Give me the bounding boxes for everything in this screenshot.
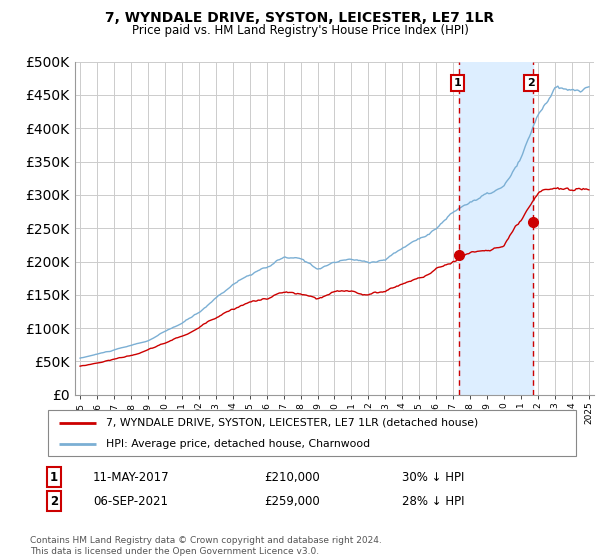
Text: Price paid vs. HM Land Registry's House Price Index (HPI): Price paid vs. HM Land Registry's House … bbox=[131, 24, 469, 37]
Text: 11-MAY-2017: 11-MAY-2017 bbox=[93, 470, 170, 484]
Text: 7, WYNDALE DRIVE, SYSTON, LEICESTER, LE7 1LR (detached house): 7, WYNDALE DRIVE, SYSTON, LEICESTER, LE7… bbox=[106, 418, 478, 428]
Text: 30% ↓ HPI: 30% ↓ HPI bbox=[402, 470, 464, 484]
Text: 2: 2 bbox=[50, 494, 58, 508]
Text: £259,000: £259,000 bbox=[264, 494, 320, 508]
Bar bbox=[460, 62, 533, 395]
Text: £210,000: £210,000 bbox=[264, 470, 320, 484]
Text: HPI: Average price, detached house, Charnwood: HPI: Average price, detached house, Char… bbox=[106, 439, 370, 449]
Text: Contains HM Land Registry data © Crown copyright and database right 2024.
This d: Contains HM Land Registry data © Crown c… bbox=[30, 536, 382, 556]
Text: 1: 1 bbox=[50, 470, 58, 484]
Text: 06-SEP-2021: 06-SEP-2021 bbox=[93, 494, 168, 508]
Text: 1: 1 bbox=[454, 78, 461, 88]
Text: 2: 2 bbox=[527, 78, 535, 88]
Text: 7, WYNDALE DRIVE, SYSTON, LEICESTER, LE7 1LR: 7, WYNDALE DRIVE, SYSTON, LEICESTER, LE7… bbox=[106, 11, 494, 25]
Text: 28% ↓ HPI: 28% ↓ HPI bbox=[402, 494, 464, 508]
